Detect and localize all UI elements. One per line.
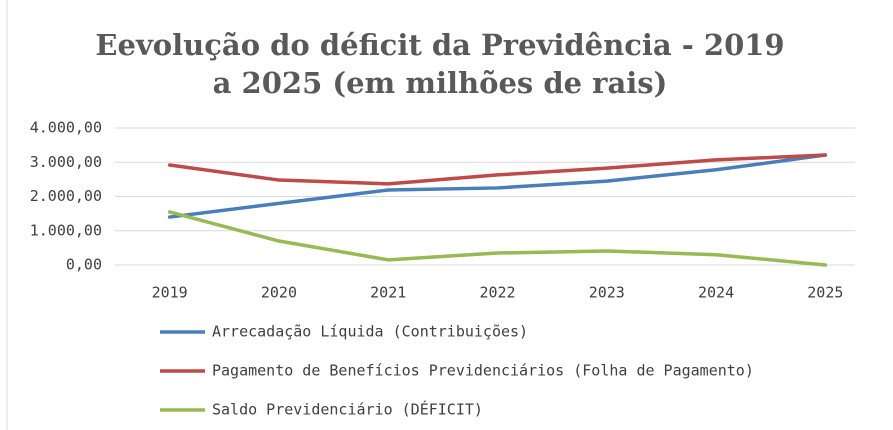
chart-title: Eevolução do déficit da Previdência - 20… — [95, 28, 785, 100]
x-tick-label: 2024 — [698, 284, 734, 302]
y-tick-label: 1.000,00 — [30, 221, 102, 239]
series-line — [167, 210, 828, 267]
y-tick-label: 2.000,00 — [30, 187, 102, 205]
legend-label: Arrecadação Líquida (Contribuições) — [212, 323, 528, 341]
y-tick-label: 0,00 — [66, 256, 102, 274]
x-tick-label: 2019 — [152, 284, 188, 302]
legend-label: Saldo Previdenciário (DÉFICIT) — [212, 400, 483, 419]
legend-label: Pagamento de Benefícios Previdenciários … — [212, 362, 754, 380]
x-tick-label: 2022 — [479, 284, 515, 302]
x-tick-label: 2020 — [261, 284, 297, 302]
x-tick-label: 2021 — [370, 284, 406, 302]
y-tick-label: 3.000,00 — [30, 153, 102, 171]
x-tick-label: 2025 — [807, 284, 843, 302]
y-tick-label: 4.000,00 — [30, 119, 102, 137]
series-line — [167, 153, 828, 219]
x-tick-label: 2023 — [589, 284, 625, 302]
series-line — [167, 153, 828, 186]
